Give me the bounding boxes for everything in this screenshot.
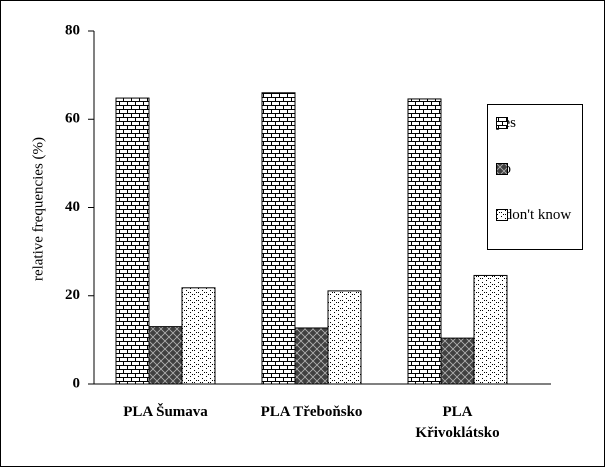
legend-swatch	[496, 117, 508, 129]
x-tick-label: PLA Křivoklátsko	[415, 404, 500, 441]
y-tick-label: 80	[65, 22, 80, 38]
x-tick-label: PLA Šumava	[123, 404, 208, 420]
bar	[473, 274, 508, 385]
legend-item: I don't know	[496, 205, 580, 226]
y-axis-label: relative frequencies (%)	[30, 137, 46, 281]
bar	[294, 327, 329, 385]
bar	[407, 98, 442, 385]
x-tick-label: PLA Třeboňsko	[260, 404, 363, 420]
bar	[148, 326, 183, 385]
bar	[440, 337, 475, 385]
legend-swatch	[496, 209, 508, 221]
legend-swatch-rect	[496, 117, 508, 129]
bar	[261, 92, 296, 385]
legend-label: I don't know	[496, 207, 572, 223]
legend-label: yes	[496, 113, 580, 134]
legend-swatch-rect	[496, 209, 508, 221]
legend-label: no	[496, 159, 580, 180]
y-tick-label: 0	[73, 375, 81, 391]
bar	[181, 287, 216, 385]
legend-swatch	[496, 163, 508, 175]
legend-swatch-rect	[496, 163, 508, 175]
y-tick-label: 60	[65, 111, 80, 127]
legend: yes no I don't know	[487, 104, 583, 250]
bar	[327, 290, 362, 385]
legend-item: yes	[496, 113, 580, 134]
y-tick-label: 40	[65, 199, 80, 215]
legend-item: no	[496, 159, 580, 180]
bar	[115, 97, 150, 385]
y-tick-label: 20	[65, 287, 80, 303]
